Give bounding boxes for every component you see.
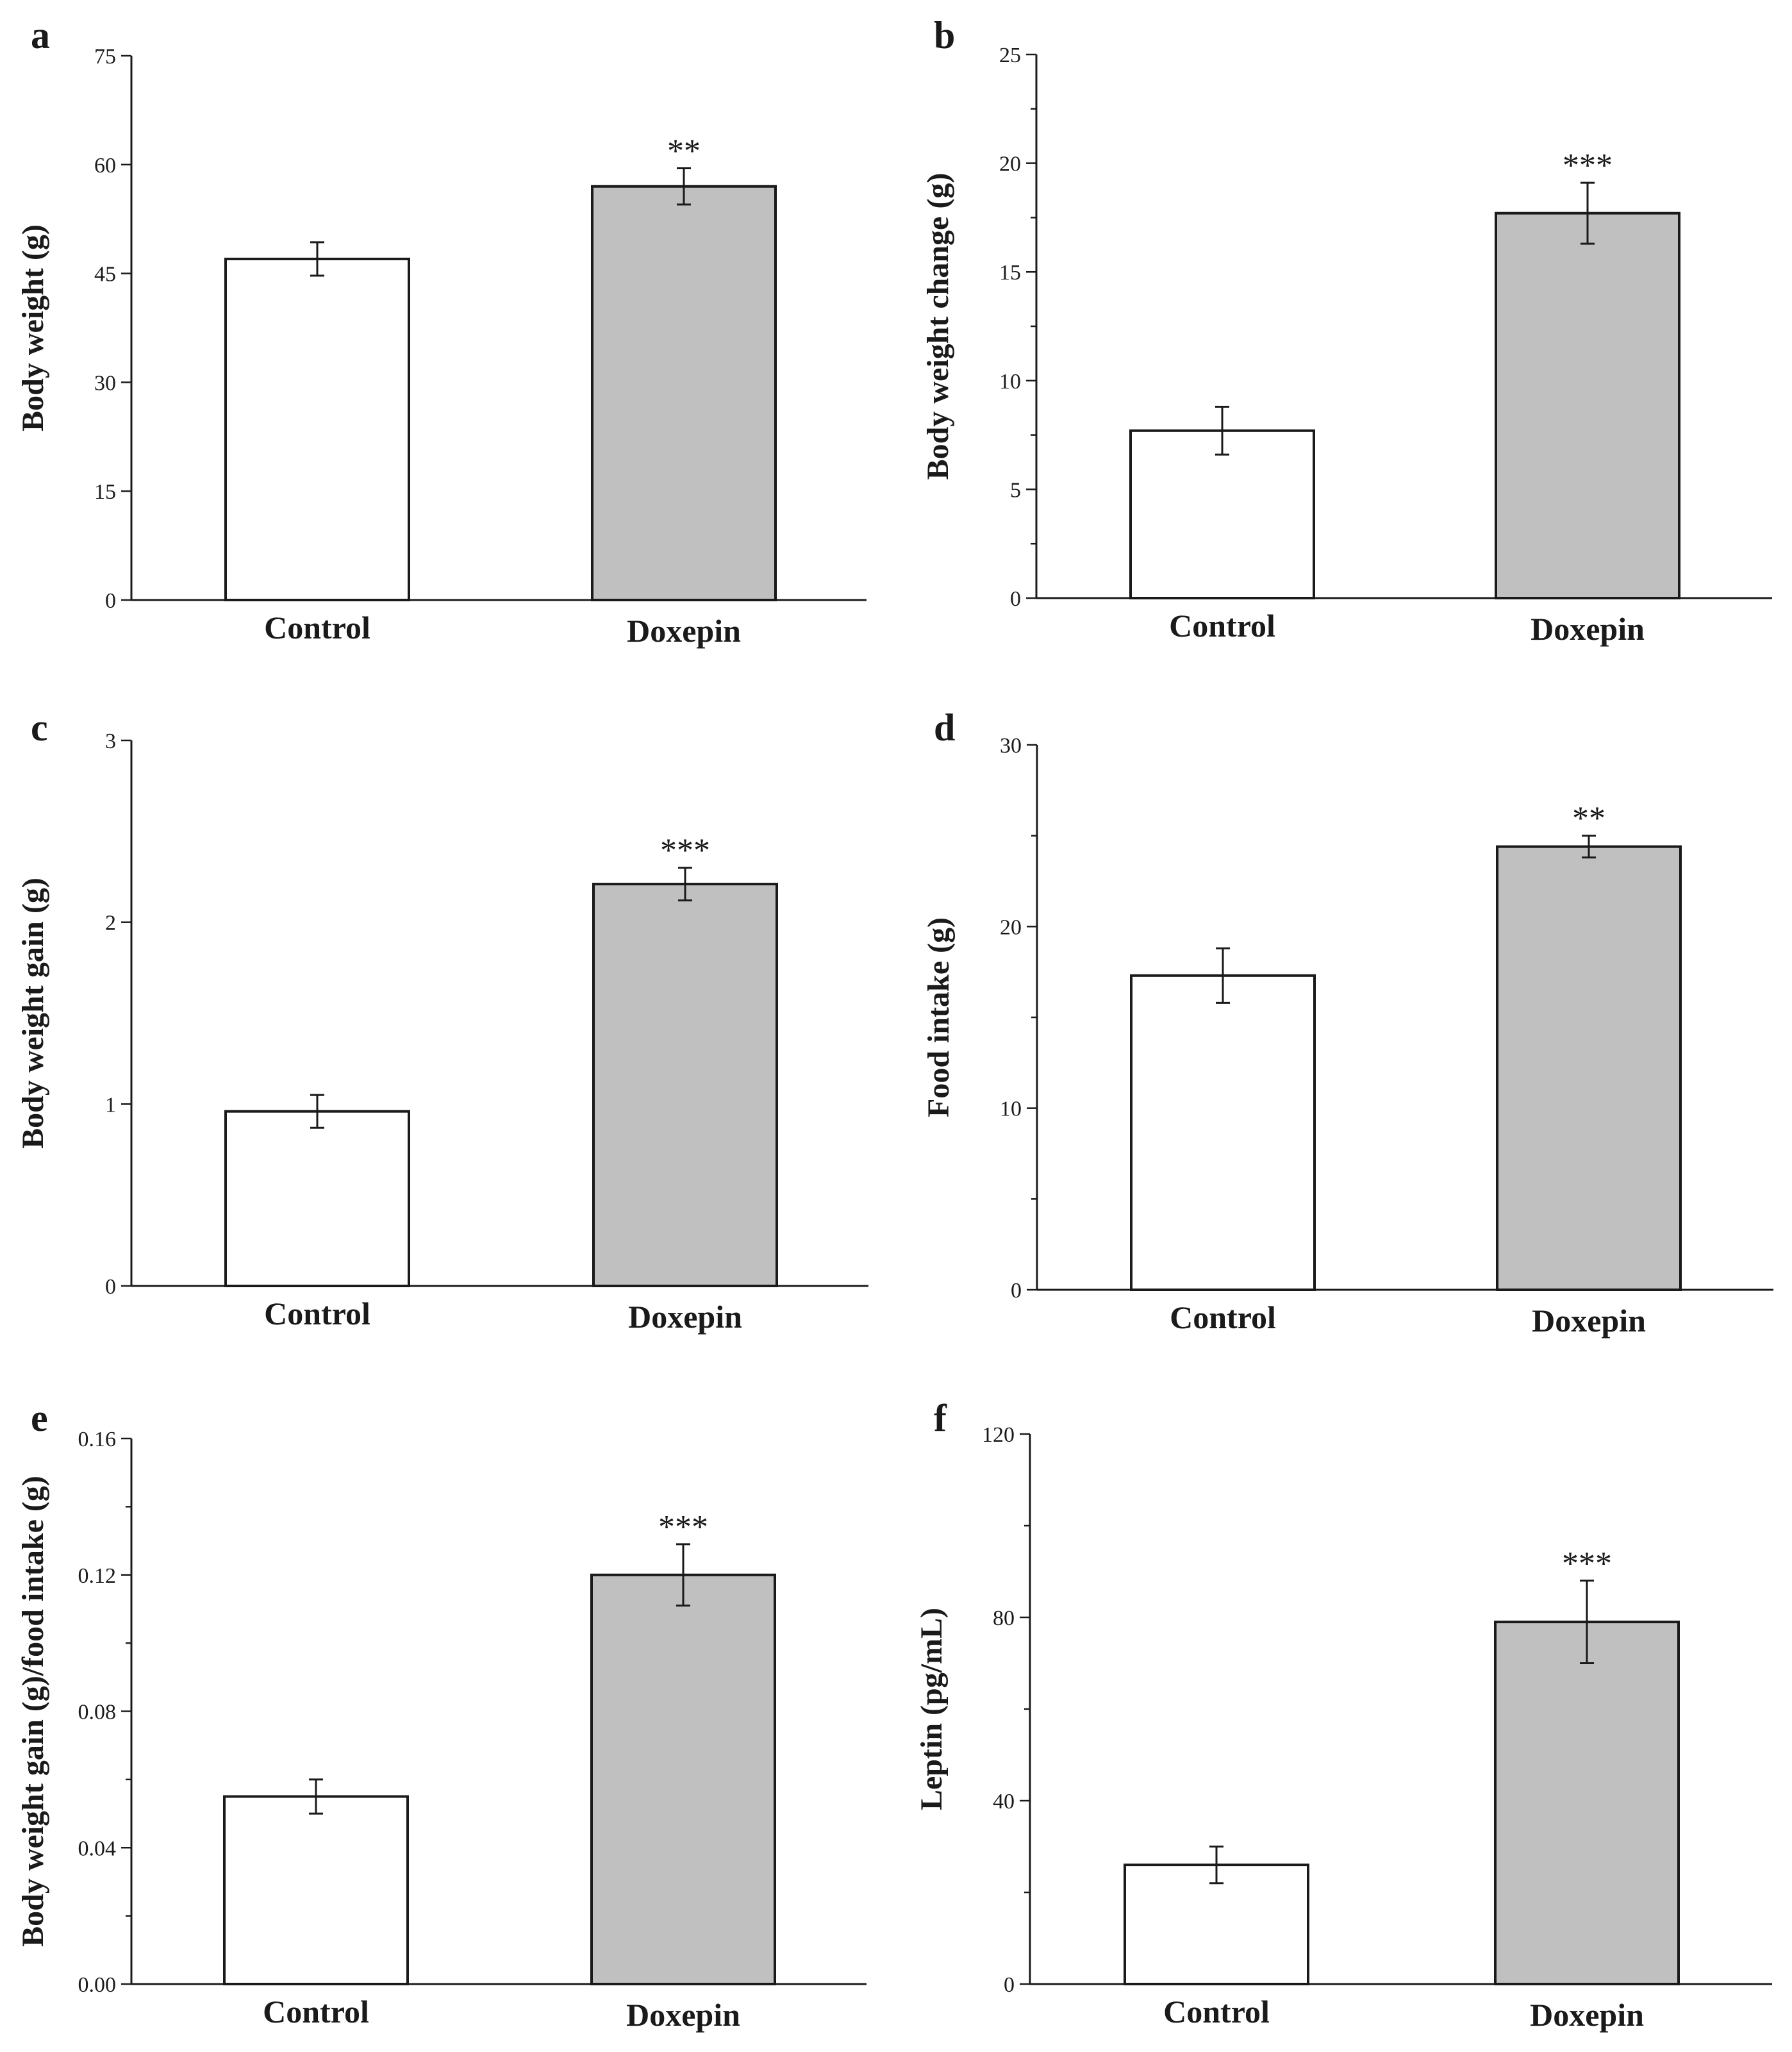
y-tick-label: 0.16: [78, 1428, 117, 1451]
panel-label: f: [934, 1397, 947, 1439]
category-label-doxepin: Doxepin: [1530, 1997, 1644, 2033]
y-tick-label: 45: [94, 263, 116, 287]
panel-a: a 0 15 30 45 60 75 Body weight (g) Control ** Doxe…: [16, 14, 867, 649]
category-label-doxepin: Doxepin: [626, 1997, 740, 2033]
y-tick-label: 10: [999, 370, 1021, 394]
panel-label: d: [934, 706, 955, 749]
error-bar-control: [310, 1094, 324, 1129]
y-tick-label: 0.04: [78, 1837, 117, 1860]
y-axis-title: Body weight gain (g)/food intake (g): [16, 1476, 50, 1947]
bar-doxepin: [1494, 1621, 1680, 1985]
panel-label: e: [31, 1397, 48, 1439]
bar-doxepin: [590, 1573, 776, 1985]
error-bar-control: [310, 241, 324, 277]
panel-label: a: [31, 14, 50, 56]
y-tick-label: 75: [94, 45, 116, 69]
y-axis-title: Body weight (g): [16, 224, 50, 431]
category-label-control: Control: [264, 610, 370, 646]
y-tick-label: 40: [993, 1790, 1015, 1814]
y-tick-label: 60: [94, 154, 116, 178]
y-tick-label: 30: [94, 371, 116, 395]
error-bar-control: [309, 1778, 323, 1815]
error-bar-doxepin: [1582, 835, 1596, 859]
bar-doxepin: [1495, 212, 1680, 599]
bar-control: [1130, 974, 1316, 1292]
y-tick-label: 20: [1000, 915, 1022, 939]
significance-marker: ***: [660, 833, 710, 869]
y-axis-title: Leptin (pg/mL): [915, 1608, 949, 1810]
category-label-doxepin: Doxepin: [1531, 611, 1645, 647]
category-label-doxepin: Doxepin: [1532, 1303, 1646, 1339]
category-label-doxepin: Doxepin: [628, 1299, 742, 1335]
y-tick-label: 15: [999, 261, 1021, 285]
error-bar-doxepin: [676, 1543, 690, 1607]
category-label-control: Control: [264, 1296, 370, 1331]
y-axis-title: Body weight change (g): [921, 173, 955, 480]
y-axis-title: Food intake (g): [922, 917, 956, 1117]
y-tick-label: 5: [1010, 478, 1021, 502]
panel-d: d 0 10 20 30 Food intake (g) Control ** Doxepin: [922, 706, 1773, 1339]
bar-doxepin: [592, 883, 778, 1287]
category-label-control: Control: [263, 1994, 369, 2030]
error-bar-control: [1216, 947, 1230, 1004]
bar-control: [1129, 429, 1315, 599]
error-bar-doxepin: [678, 867, 692, 902]
y-tick-label: 0.00: [78, 1973, 117, 1997]
category-label-control: Control: [1163, 1994, 1270, 2030]
y-tick-label: 1: [105, 1093, 116, 1117]
category-label-control: Control: [1169, 608, 1275, 644]
error-bar-doxepin: [1580, 1580, 1594, 1664]
y-tick-label: 0: [105, 1275, 116, 1299]
y-tick-label: 2: [105, 912, 116, 935]
bar-control: [223, 1795, 409, 1985]
y-tick-label: 0: [1010, 587, 1021, 611]
y-tick-label: 25: [999, 44, 1021, 67]
bar-doxepin: [591, 185, 777, 601]
panel-f: f 0 40 80 120 Leptin (pg/mL) Control *** Doxepin: [915, 1397, 1772, 2033]
y-tick-label: 10: [1000, 1097, 1022, 1121]
y-tick-label: 80: [993, 1606, 1015, 1630]
significance-marker: **: [667, 133, 701, 169]
bar-control: [224, 257, 410, 601]
y-tick-label: 15: [94, 480, 116, 504]
panel-e: e 0.00 0.04 0.08 0.12 0.16 Body weight gain (g…: [16, 1397, 867, 2033]
y-tick-label: 0.08: [78, 1701, 117, 1724]
y-tick-label: 3: [105, 730, 116, 753]
y-tick-label: 0.12: [78, 1564, 117, 1588]
y-tick-label: 0: [1011, 1279, 1022, 1303]
bar-control: [1124, 1864, 1309, 1986]
y-tick-label: 0: [105, 589, 116, 613]
y-tick-label: 30: [1000, 734, 1022, 758]
bar-doxepin: [1496, 845, 1682, 1291]
y-axis-title: Body weight gain (g): [16, 878, 50, 1149]
error-bar-doxepin: [1580, 181, 1595, 245]
category-label-doxepin: Doxepin: [627, 613, 741, 649]
bar-control: [224, 1110, 410, 1288]
significance-marker: ***: [1563, 147, 1613, 184]
error-bar-control: [1215, 406, 1229, 456]
y-tick-label: 20: [999, 153, 1021, 176]
panel-label: b: [934, 14, 955, 56]
significance-marker: ***: [658, 1509, 708, 1546]
error-bar-control: [1209, 1846, 1224, 1885]
significance-marker: **: [1572, 801, 1605, 837]
y-tick-label: 120: [982, 1423, 1015, 1447]
panel-label: c: [31, 706, 48, 749]
error-bar-doxepin: [677, 167, 691, 206]
significance-marker: ***: [1562, 1546, 1612, 1582]
y-tick-label: 0: [1004, 1973, 1015, 1997]
panel-b: b 0 5 10 15 20 25 Body weight change (g) Control…: [921, 14, 1772, 647]
panel-c: c 0 1 2 3 Body weight gain (g) Control *** Doxep…: [16, 706, 868, 1335]
category-label-control: Control: [1170, 1299, 1276, 1335]
